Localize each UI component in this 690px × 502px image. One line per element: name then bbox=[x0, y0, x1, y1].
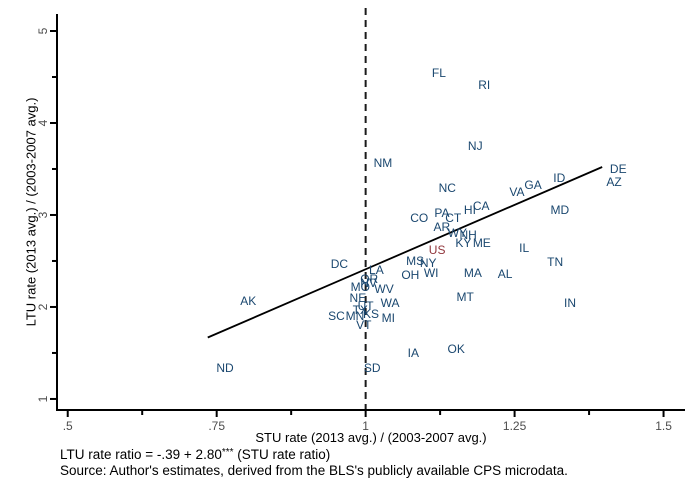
state-point-label-ME: ME bbox=[472, 235, 491, 250]
state-point-label-SC: SC bbox=[328, 309, 345, 324]
state-point-label-MA: MA bbox=[463, 265, 482, 280]
source-caption: Source: Author's estimates, derived from… bbox=[60, 463, 568, 478]
state-point-label-MD: MD bbox=[550, 203, 570, 218]
state-point-label-ID: ID bbox=[553, 171, 566, 186]
state-point-label-NY: NY bbox=[419, 255, 437, 270]
state-point-label-ND: ND bbox=[216, 360, 234, 375]
state-point-label-HI: HI bbox=[463, 203, 476, 218]
state-point-label-RI: RI bbox=[478, 78, 491, 93]
state-point-label-AK: AK bbox=[240, 293, 257, 308]
state-point-label-GA: GA bbox=[524, 177, 542, 192]
state-point-label-KY: KY bbox=[455, 235, 472, 250]
y-tick-label-5: 5 bbox=[36, 27, 50, 35]
state-point-label-PA: PA bbox=[434, 206, 450, 221]
regression-equation-caption: LTU rate ratio = -.39 + 2.80*** (STU rat… bbox=[60, 447, 330, 462]
state-point-label-WY: WY bbox=[447, 226, 468, 241]
state-point-label-VA: VA bbox=[509, 184, 525, 199]
significance-stars: *** bbox=[221, 447, 234, 458]
state-point-label-NV: NV bbox=[360, 276, 377, 291]
state-point-label-MT: MT bbox=[456, 289, 474, 304]
state-point-label-OK: OK bbox=[447, 342, 465, 357]
state-point-label-MN: MN bbox=[345, 309, 365, 324]
state-point-label-CA: CA bbox=[472, 198, 490, 213]
state-point-label-NJ: NJ bbox=[467, 138, 483, 153]
fit-line bbox=[207, 166, 603, 339]
state-point-label-NC: NC bbox=[438, 181, 456, 196]
regression-equation-suffix: (STU rate ratio) bbox=[233, 447, 331, 462]
state-point-label-KS: KS bbox=[362, 307, 380, 322]
state-point-label-VT: VT bbox=[356, 318, 372, 333]
state-point-label-WI: WI bbox=[423, 265, 439, 280]
state-point-label-SD: SD bbox=[363, 360, 381, 375]
state-point-label-IA: IA bbox=[407, 345, 419, 360]
x-tick-label-1.5: 1.5 bbox=[655, 419, 672, 433]
us-point-label: US bbox=[428, 242, 446, 257]
state-point-label-WV: WV bbox=[374, 281, 394, 296]
state-point-label-FL: FL bbox=[431, 66, 446, 81]
state-point-label-MS: MS bbox=[406, 253, 425, 268]
x-tick-label-.75: .75 bbox=[208, 419, 226, 433]
state-point-label-NH: NH bbox=[459, 228, 477, 243]
state-point-label-CO: CO bbox=[410, 210, 429, 225]
x-tick-label-1.25: 1.25 bbox=[502, 419, 527, 433]
state-point-label-WA: WA bbox=[380, 296, 400, 311]
state-point-label-CT: CT bbox=[445, 210, 462, 225]
state-point-label-TN: TN bbox=[547, 254, 564, 269]
x-axis-title: STU rate (2013 avg.) / (2003-2007 avg.) bbox=[255, 430, 487, 445]
state-point-label-AR: AR bbox=[433, 219, 451, 234]
state-point-label-MO: MO bbox=[350, 279, 370, 294]
state-point-label-OR: OR bbox=[360, 272, 379, 287]
x-tick-label-1: 1 bbox=[362, 419, 369, 433]
state-point-label-NE: NE bbox=[349, 290, 367, 305]
state-point-label-AZ: AZ bbox=[606, 174, 622, 189]
state-point-label-LA: LA bbox=[369, 263, 384, 278]
y-axis-title: LTU rate (2013 avg.) / (2003-2007 avg.) bbox=[23, 97, 39, 327]
state-point-label-DE: DE bbox=[609, 161, 627, 176]
regression-equation-text: LTU rate ratio = -.39 + 2.80 bbox=[60, 447, 222, 462]
state-point-label-AL: AL bbox=[497, 266, 513, 281]
y-tick-label-1: 1 bbox=[36, 395, 50, 403]
state-point-label-UT: UT bbox=[357, 299, 374, 314]
x-tick-label-.5: .5 bbox=[62, 419, 73, 433]
state-point-label-NM: NM bbox=[373, 155, 393, 170]
state-point-label-OH: OH bbox=[401, 267, 420, 282]
state-point-label-MI: MI bbox=[381, 311, 395, 325]
state-point-label-IL: IL bbox=[519, 241, 530, 256]
state-point-label-IN: IN bbox=[564, 296, 576, 311]
state-point-label-DC: DC bbox=[330, 256, 349, 271]
state-point-label-TX: TX bbox=[352, 302, 368, 317]
